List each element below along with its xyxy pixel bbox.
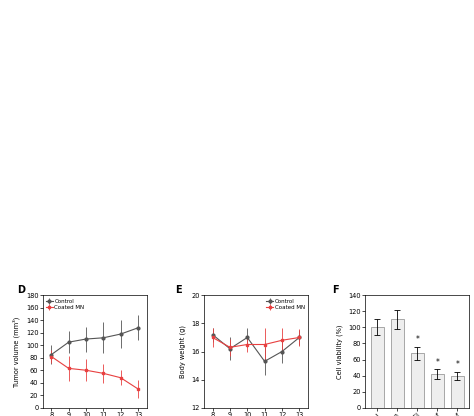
Y-axis label: Cell viability (%): Cell viability (%): [337, 324, 343, 379]
Text: F: F: [332, 285, 338, 295]
Legend: Control, Coated MN: Control, Coated MN: [46, 298, 85, 310]
Text: D: D: [17, 285, 25, 295]
Bar: [431, 374, 444, 408]
Bar: [411, 353, 424, 408]
Legend: Control, Coated MN: Control, Coated MN: [265, 298, 305, 310]
Text: E: E: [175, 285, 182, 295]
Y-axis label: Body weight (g): Body weight (g): [179, 325, 186, 378]
Text: *: *: [456, 360, 459, 369]
Bar: [371, 327, 384, 408]
Bar: [391, 319, 404, 408]
Text: *: *: [415, 335, 419, 344]
Bar: [451, 376, 464, 408]
Text: *: *: [435, 358, 439, 367]
Y-axis label: Tumor volume (mm³): Tumor volume (mm³): [13, 316, 20, 387]
